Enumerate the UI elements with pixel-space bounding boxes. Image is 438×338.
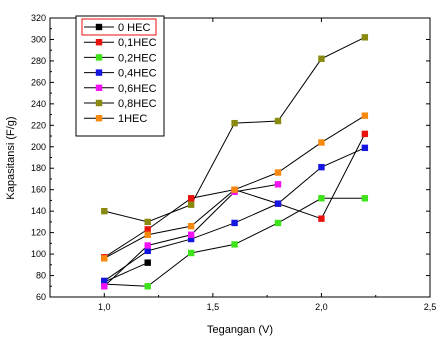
data-point <box>231 119 238 127</box>
data-point <box>101 283 108 290</box>
data-point <box>318 55 325 62</box>
data-point <box>231 186 238 193</box>
data-point <box>144 259 151 266</box>
data-point <box>361 130 369 138</box>
x-tick-label: 1,5 <box>207 302 220 312</box>
data-point <box>274 200 282 207</box>
y-tick-label: 80 <box>36 271 46 281</box>
legend-box <box>75 15 165 137</box>
tick-labels: 60 80 100 120 140 160 180 200 220 240 260 280 300 320… <box>31 13 436 312</box>
data-point <box>361 144 369 152</box>
x-axis-title: Tegangan (V) <box>207 324 273 336</box>
legend-marker <box>95 54 103 61</box>
data-point <box>318 163 325 171</box>
y-tick-label: 260 <box>31 77 46 87</box>
legend-selection-highlight <box>81 18 157 36</box>
data-point <box>274 169 282 176</box>
x-tick-label: 2,0 <box>315 302 328 312</box>
y-tick-label: 120 <box>31 228 46 238</box>
data-point <box>144 231 151 238</box>
data-point <box>187 222 195 230</box>
y-tick-label: 200 <box>31 142 46 152</box>
legend: 0 HEC 0,1HEC 0,2HEC 0,4HEC 0,6HEC 0,8HEC 1HEC <box>84 22 157 125</box>
legend-marker <box>95 39 103 46</box>
legend-label: 0,4HEC <box>118 68 157 80</box>
y-tick-label: 280 <box>31 56 46 66</box>
y-tick-label: 100 <box>31 249 46 259</box>
data-point <box>144 226 151 233</box>
data-point <box>144 218 151 226</box>
legend-marker <box>95 69 103 76</box>
data-point <box>187 195 195 202</box>
data-point <box>361 34 369 41</box>
data-point <box>187 231 195 238</box>
data-point <box>318 195 325 202</box>
y-tick-label: 240 <box>31 99 46 109</box>
x-tick-label: 2,5 <box>424 302 437 312</box>
legend-label: 0,8HEC <box>118 98 157 110</box>
data-point <box>144 242 151 249</box>
axis-ticks <box>49 17 431 298</box>
data-point <box>144 283 151 290</box>
legend-marker <box>95 23 103 31</box>
legend-marker <box>95 84 103 91</box>
series-points <box>101 34 369 290</box>
y-tick-label: 180 <box>31 163 46 173</box>
data-point <box>361 195 369 202</box>
y-tick-label: 140 <box>31 206 46 216</box>
data-point <box>187 249 195 257</box>
y-tick-label: 320 <box>31 13 46 23</box>
series-line <box>104 133 366 258</box>
legend-label: 1HEC <box>118 113 147 125</box>
legend-marker <box>95 115 103 122</box>
legend-label: 0,6HEC <box>118 83 157 95</box>
series-line <box>104 147 366 282</box>
data-point <box>101 207 108 215</box>
data-point <box>274 219 282 227</box>
y-axis-title: Kapasitansi (F/g) <box>5 116 17 199</box>
legend-label: 0,2HEC <box>118 52 157 64</box>
data-point <box>318 215 325 222</box>
legend-marker <box>95 99 103 107</box>
data-point <box>101 255 108 262</box>
data-point <box>318 139 325 146</box>
data-point <box>361 112 369 119</box>
y-tick-label: 60 <box>36 292 46 302</box>
legend-label: 0,1HEC <box>118 37 157 49</box>
y-tick-label: 300 <box>31 34 46 44</box>
legend-label: 0 HEC <box>118 22 150 34</box>
data-point <box>231 219 238 227</box>
data-point <box>187 235 195 243</box>
data-point <box>101 277 108 285</box>
series-line <box>104 262 148 283</box>
data-point <box>187 201 195 208</box>
data-point <box>274 181 282 188</box>
y-tick-label: 220 <box>31 120 46 130</box>
y-tick-label: 160 <box>31 185 46 195</box>
x-tick-label: 1,0 <box>98 302 111 312</box>
data-point <box>144 247 151 255</box>
data-point <box>274 117 282 125</box>
data-point <box>231 241 238 248</box>
